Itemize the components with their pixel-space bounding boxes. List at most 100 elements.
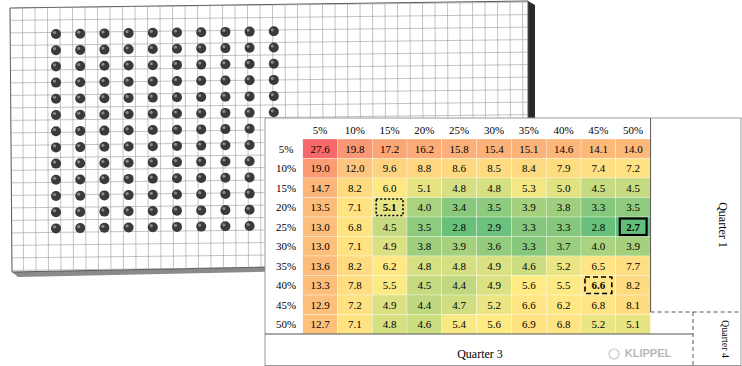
cell-label: 4.0 (592, 240, 606, 252)
heatmap-cell (616, 198, 651, 218)
cell-labels: 27.619.817.216.215.815.415.114.614.114.0… (310, 143, 643, 331)
measurement-point-highlight (174, 191, 177, 194)
measurement-point-highlight (247, 45, 250, 48)
heatmap-cell (616, 315, 651, 335)
measurement-point-highlight (174, 127, 177, 130)
measurement-point (172, 109, 182, 119)
measurement-point (220, 173, 230, 183)
cell-label: 5.2 (487, 299, 501, 311)
heatmap-cell (616, 256, 651, 276)
measurement-point (172, 92, 182, 102)
cell-label: 7.8 (348, 279, 362, 291)
heatmap-cell (581, 217, 616, 237)
zone-line (265, 334, 693, 335)
panel-grid-line (223, 0, 224, 280)
heatmap-cell (442, 237, 477, 257)
heatmap-cell (546, 139, 581, 159)
measurement-point (51, 126, 61, 136)
cell-label: 4.5 (626, 182, 640, 194)
measurement-point-highlight (174, 29, 177, 32)
measurement-point (220, 140, 230, 150)
measurement-point-highlight (53, 63, 56, 66)
measurement-point-highlight (247, 110, 250, 113)
cell-label: 4.8 (418, 260, 432, 272)
heatmap-cell (303, 276, 338, 296)
heatmap-cell (337, 237, 372, 257)
highlight-frame (620, 219, 647, 236)
cell-label: 15.8 (450, 143, 470, 155)
measurement-point-highlight (77, 144, 80, 147)
measurement-point-highlight (150, 192, 153, 195)
cell-label: 4.6 (418, 318, 432, 330)
cell-label: 5.3 (522, 182, 536, 194)
measurement-point-highlight (77, 63, 80, 66)
cell-label: 5.2 (592, 318, 606, 330)
measurement-point (196, 222, 206, 232)
measurement-point-highlight (53, 128, 56, 131)
measurement-point-highlight (53, 161, 56, 164)
measurement-point (220, 221, 230, 231)
heatmap-cell (546, 178, 581, 198)
measurement-point-highlight (150, 127, 153, 130)
measurement-point-highlight (174, 94, 177, 97)
heatmap-cell (477, 139, 512, 159)
cell-label: 7.1 (348, 318, 362, 330)
column-label: 35% (519, 124, 539, 136)
measurement-point (75, 45, 85, 55)
cell-label: 13.3 (310, 279, 330, 291)
column-label: 45% (588, 124, 608, 136)
watermark: KLIPPEL (625, 347, 672, 359)
measurement-point (245, 172, 255, 182)
measurement-point (269, 59, 279, 69)
heatmap-cell (511, 315, 546, 335)
panel-grid-line (198, 0, 199, 280)
measurement-point-highlight (222, 142, 225, 145)
heatmap-cell (581, 295, 616, 315)
row-label: 5% (279, 143, 294, 155)
heatmap-cell (581, 139, 616, 159)
heatmap-cell (407, 178, 442, 198)
heatmap-cell (511, 276, 546, 296)
measurement-point (245, 43, 255, 53)
measurement-point (51, 175, 61, 185)
measurement-point-highlight (150, 159, 153, 162)
panel-grid-line (85, 0, 86, 280)
measurement-point (245, 124, 255, 134)
heatmap-cell (372, 159, 407, 179)
measurement-point-highlight (101, 95, 104, 98)
cell-label: 4.0 (418, 201, 432, 213)
heatmap-cell (372, 276, 407, 296)
cell-label: 4.8 (487, 182, 501, 194)
measurement-point-highlight (271, 44, 274, 47)
cell-label: 3.8 (418, 240, 432, 252)
cell-label: 3.5 (626, 201, 640, 213)
panel-grid-line (98, 0, 99, 280)
measurement-point (220, 108, 230, 118)
cell-label: 14.0 (624, 143, 644, 155)
measurement-point (75, 223, 85, 233)
cell-label: 6.9 (522, 318, 536, 330)
heatmap-cell (407, 295, 442, 315)
heatmap-cell (477, 198, 512, 218)
measurement-points (51, 26, 279, 233)
measurement-point (269, 75, 279, 85)
heatmap-table: 5%10%15%20%25%30%35%40%45%50%5%10%15%20%… (265, 118, 741, 366)
measurement-point (220, 205, 230, 215)
measurement-point-highlight (101, 128, 104, 131)
heatmap-cell (303, 237, 338, 257)
measurement-point (172, 141, 182, 151)
measurement-point (99, 77, 109, 87)
row-label: 30% (276, 240, 296, 252)
measurement-point-highlight (126, 95, 129, 98)
measurement-point (172, 44, 182, 54)
measurement-point-highlight (101, 160, 104, 163)
cell-label: 5.5 (557, 279, 571, 291)
measurement-point-highlight (126, 208, 129, 211)
cell-label: 19.0 (310, 162, 330, 174)
measurement-point-highlight (271, 28, 274, 31)
measurement-point (148, 222, 158, 232)
measurement-point (124, 28, 134, 38)
measurement-point (245, 221, 255, 231)
row-label: 40% (276, 279, 296, 291)
cell-label: 19.8 (345, 143, 365, 155)
